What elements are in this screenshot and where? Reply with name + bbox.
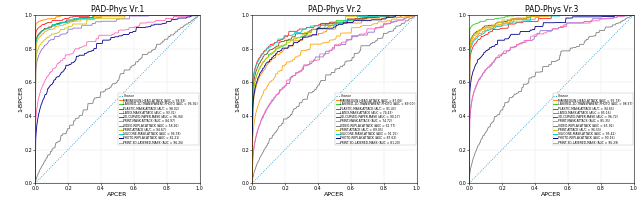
Legend: Chance, MANNEQUIN-HEAD-ATTACK (AUC = 95.79), LAYERED-2D-TRANSPARENT-PHOTO (AUC =: Chance, MANNEQUIN-HEAD-ATTACK (AUC = 95.…	[552, 93, 633, 145]
Legend: Chance, MANNEQUIN-HEAD-ATTACK (AUC = 87.06), LAYERED-2D-TRANSPARENT-PHOTO (AUC =: Chance, MANNEQUIN-HEAD-ATTACK (AUC = 87.…	[335, 93, 416, 145]
Y-axis label: 1-BPCER: 1-BPCER	[452, 86, 458, 112]
Legend: Chance, MANNEQUIN-HEAD-ATTACK (AUC = 98.93), LAYERED-2D-TRANSPARENT-PHOTO (AUC =: Chance, MANNEQUIN-HEAD-ATTACK (AUC = 98.…	[118, 93, 199, 145]
Title: PAD-Phys Vr.2: PAD-Phys Vr.2	[308, 5, 361, 14]
Y-axis label: 1-BPCER: 1-BPCER	[19, 86, 23, 112]
X-axis label: APCER: APCER	[324, 192, 344, 197]
Y-axis label: 1-BPCER: 1-BPCER	[236, 86, 240, 112]
X-axis label: APCER: APCER	[108, 192, 127, 197]
X-axis label: APCER: APCER	[541, 192, 561, 197]
Title: PAD-Phys Vr.3: PAD-Phys Vr.3	[525, 5, 578, 14]
Title: PAD-Phys Vr.1: PAD-Phys Vr.1	[91, 5, 144, 14]
